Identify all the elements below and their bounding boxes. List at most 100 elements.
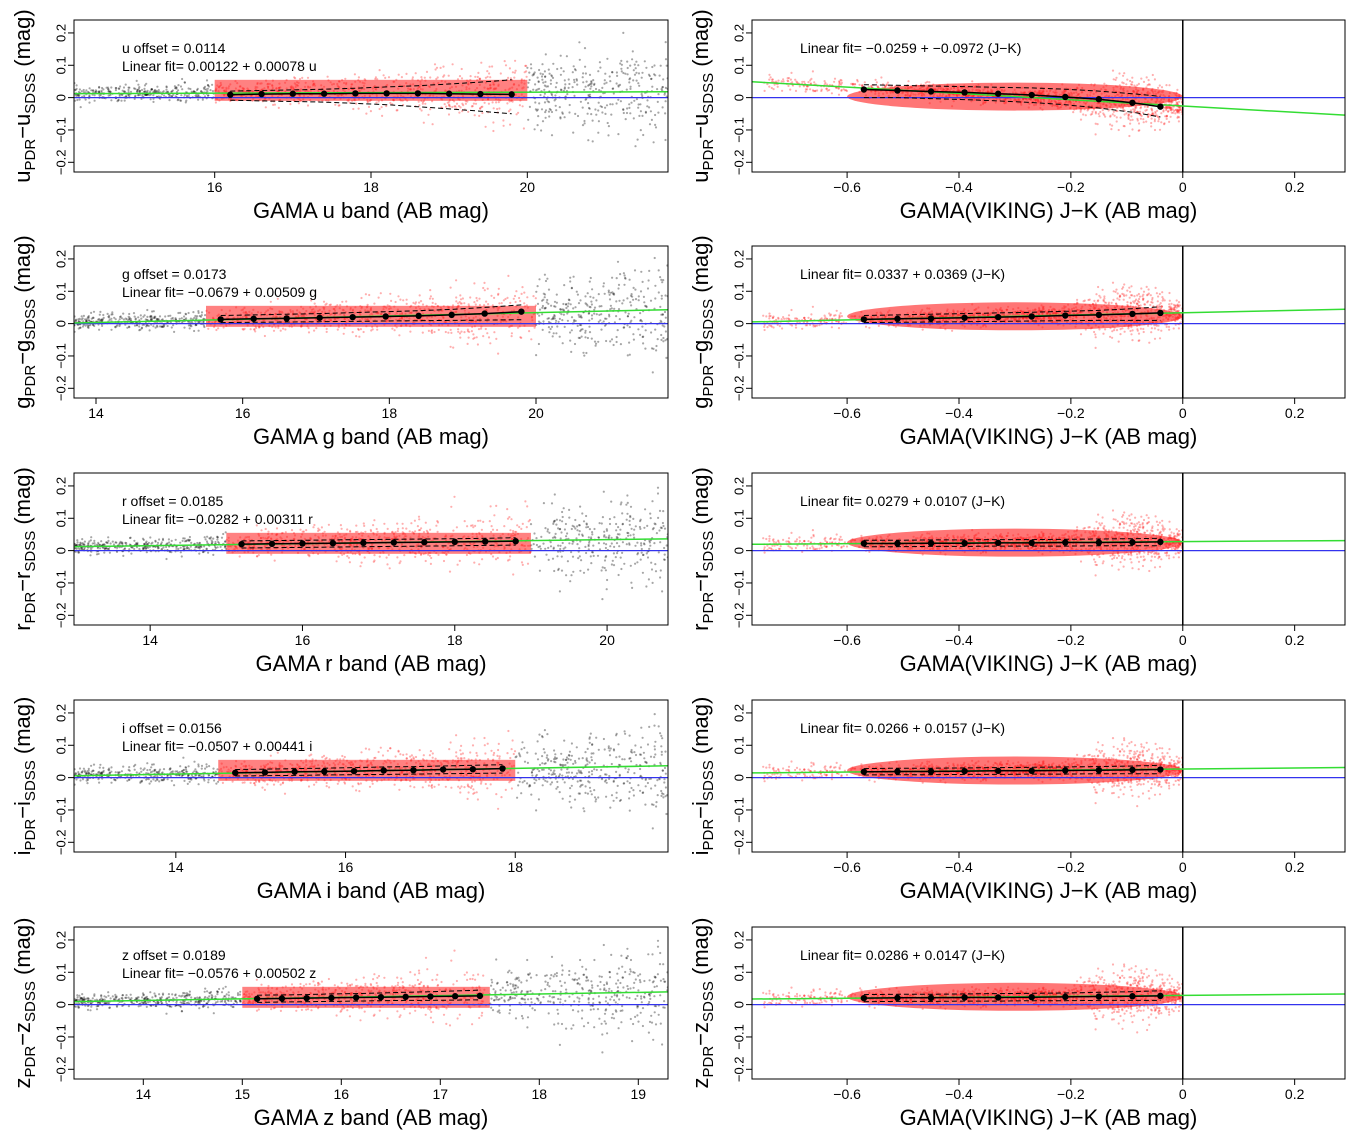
scatter-point <box>442 76 444 78</box>
x-tick-label: 18 <box>363 179 379 195</box>
scatter-point <box>152 101 154 103</box>
scatter-point <box>595 345 597 347</box>
scatter-point <box>628 103 630 105</box>
scatter-point <box>135 318 137 320</box>
scatter-point <box>526 67 528 69</box>
scatter-point <box>183 327 185 329</box>
scatter-point <box>455 296 457 298</box>
scatter-point <box>485 328 487 330</box>
scatter-point <box>640 290 642 292</box>
scatter-point <box>560 67 562 69</box>
scatter-point <box>665 100 667 102</box>
binned-point <box>861 86 867 92</box>
scatter-point <box>554 94 556 96</box>
scatter-point <box>1090 114 1092 116</box>
scatter-point <box>1095 112 1097 114</box>
scatter-point <box>477 76 479 78</box>
scatter-point <box>635 67 637 69</box>
scatter-point <box>421 109 423 111</box>
scatter-point <box>474 114 476 116</box>
scatter-point <box>922 329 924 331</box>
scatter-point <box>455 300 457 302</box>
scatter-point <box>641 95 643 97</box>
scatter-point <box>517 327 519 329</box>
scatter-point <box>137 84 139 86</box>
y-tick-label: 0.2 <box>53 24 68 42</box>
scatter-point <box>98 329 100 331</box>
scatter-point <box>492 121 494 123</box>
scatter-point <box>545 117 547 119</box>
scatter-point <box>550 305 552 307</box>
scatter-point <box>461 68 463 70</box>
binned-point <box>1157 103 1163 109</box>
y-axis-label-sub: SDSS <box>22 299 39 340</box>
scatter-point <box>805 88 807 90</box>
scatter-point <box>1154 112 1156 114</box>
x-axis-label: GAMA(VIKING) J−K (AB mag) <box>900 198 1198 223</box>
scatter-point <box>547 100 549 102</box>
scatter-point <box>177 84 179 86</box>
scatter-point <box>544 81 546 83</box>
scatter-point <box>355 335 357 337</box>
scatter-point <box>661 295 663 297</box>
scatter-point <box>512 71 514 73</box>
scatter-point <box>645 329 647 331</box>
scatter-point <box>190 318 192 320</box>
y-axis-label-part: g <box>10 396 35 408</box>
scatter-point <box>787 85 789 87</box>
binned-point <box>894 87 900 93</box>
scatter-point <box>1093 300 1095 302</box>
scatter-point <box>833 81 835 83</box>
scatter-point <box>622 72 624 74</box>
y-axis-label-part: (mag) <box>10 9 35 73</box>
scatter-point <box>616 71 618 73</box>
scatter-point <box>326 331 328 333</box>
scatter-point <box>530 63 532 65</box>
scatter-point <box>548 321 550 323</box>
scatter-point <box>85 89 87 91</box>
scatter-point <box>799 85 801 87</box>
scatter-point <box>623 272 625 274</box>
scatter-point <box>133 312 135 314</box>
scatter-point <box>432 298 434 300</box>
binned-point <box>518 308 524 314</box>
scatter-point <box>102 314 104 316</box>
scatter-point <box>1158 118 1160 120</box>
scatter-point <box>435 68 437 70</box>
scatter-point <box>514 295 516 297</box>
scatter-point <box>803 81 805 83</box>
scatter-point <box>395 301 397 303</box>
scatter-point <box>128 316 130 318</box>
scatter-point <box>487 288 489 290</box>
scatter-point <box>92 317 94 319</box>
scatter-point <box>629 279 631 281</box>
scatter-point <box>1143 81 1145 83</box>
scatter-point <box>1130 115 1132 117</box>
scatter-point <box>597 109 599 111</box>
scatter-point <box>102 319 104 321</box>
scatter-point <box>156 86 158 88</box>
scatter-point <box>1125 83 1127 85</box>
scatter-point <box>561 319 563 321</box>
scatter-point <box>616 336 618 338</box>
scatter-point <box>423 122 425 124</box>
y-axis-label-part: (mag) <box>688 9 713 73</box>
scatter-point <box>662 337 664 339</box>
scatter-point <box>1173 110 1175 112</box>
scatter-point <box>650 110 652 112</box>
scatter-point <box>624 311 626 313</box>
scatter-point <box>535 297 537 299</box>
scatter-point <box>595 114 597 116</box>
scatter-point <box>167 325 169 327</box>
scatter-point <box>192 311 194 313</box>
scatter-point <box>181 88 183 90</box>
binned-point <box>1096 96 1102 102</box>
scatter-point <box>634 145 636 147</box>
scatter-point <box>617 287 619 289</box>
scatter-point <box>595 88 597 90</box>
scatter-point <box>435 78 437 80</box>
scatter-point <box>327 76 329 78</box>
scatter-point <box>461 103 463 105</box>
